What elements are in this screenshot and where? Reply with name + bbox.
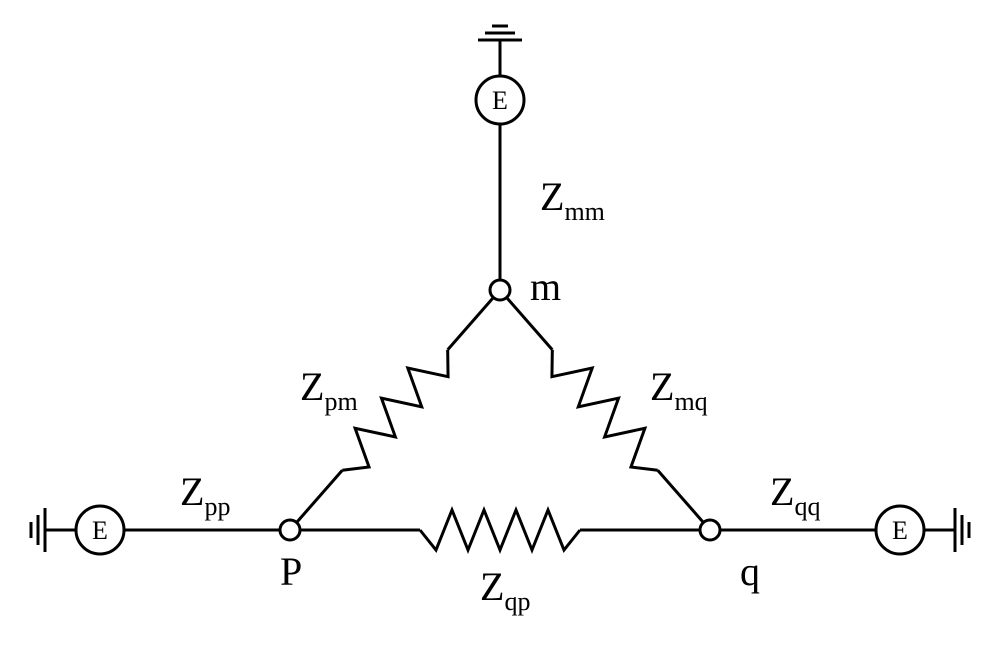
node-q-label: q bbox=[740, 549, 760, 594]
impedance-label-pm: Zpm bbox=[300, 364, 358, 416]
node-q bbox=[700, 520, 720, 540]
node-m bbox=[490, 280, 510, 300]
impedance-label-qp: Zqp bbox=[480, 564, 530, 616]
node-m-label: m bbox=[530, 264, 561, 309]
impedance-label-qq: Zqq bbox=[770, 469, 820, 521]
source-top-label: E bbox=[492, 86, 508, 115]
impedance-label-pp: Zpp bbox=[180, 469, 230, 521]
node-p bbox=[280, 520, 300, 540]
source-left-label: E bbox=[92, 516, 108, 545]
impedance-label-mq: Zmq bbox=[650, 364, 708, 416]
impedance-label-mm: Zmm bbox=[540, 174, 605, 226]
node-p-label: P bbox=[280, 549, 302, 594]
source-right-label: E bbox=[892, 516, 908, 545]
